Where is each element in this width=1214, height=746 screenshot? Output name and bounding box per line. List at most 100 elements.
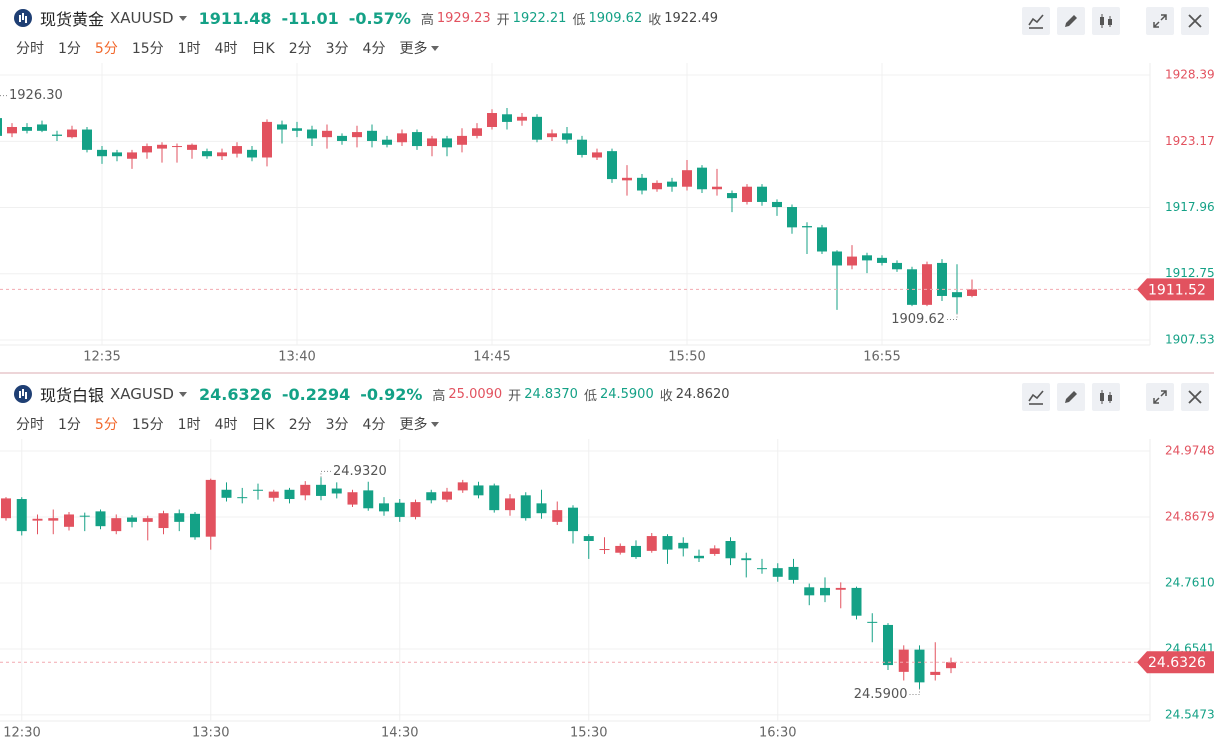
candle-body [382, 139, 392, 145]
high-value: 25.0090 [448, 386, 503, 402]
high-label: 高 [420, 12, 434, 28]
candle-body [232, 146, 242, 154]
toolbar-icon [1100, 390, 1112, 404]
y-tick-label: 24.5473 [1165, 707, 1214, 721]
candle-body [536, 503, 547, 514]
candle-body [347, 492, 358, 505]
candle-body [331, 488, 342, 494]
candle-body [517, 116, 527, 121]
y-tick-label: 1928.39 [1165, 68, 1214, 82]
candle-body [562, 133, 572, 140]
x-tick-label: 12:35 [83, 350, 120, 365]
candle-body [217, 152, 227, 157]
symbol-dropdown[interactable] [178, 15, 187, 21]
timeframe-option[interactable]: 4分 [362, 417, 386, 433]
toolbar-button[interactable] [1022, 7, 1050, 35]
candle-body [157, 144, 167, 149]
timeframe-option[interactable]: 3分 [325, 41, 349, 57]
quote-header: 现货白银 XAGUSD 24.6326 -0.2294 -0.92% 高 25.0090 开 2… [14, 382, 736, 406]
candle-body [32, 518, 43, 521]
timeframe-option[interactable]: 4时 [214, 417, 238, 433]
toolbar-icon [1028, 390, 1044, 405]
timeframe-option[interactable]: 4时 [214, 41, 238, 57]
toolbar-button[interactable] [1057, 383, 1085, 411]
timeframe-option[interactable]: 1分 [58, 417, 81, 433]
candle-body [505, 498, 515, 511]
timeframe-option[interactable]: 4分 [362, 41, 386, 57]
candle-body [922, 264, 932, 305]
toolbar-button[interactable] [1146, 7, 1174, 35]
more-dropdown[interactable] [431, 421, 440, 427]
candle-body [788, 566, 799, 580]
x-tick-label: 13:30 [192, 726, 229, 741]
timeframe-option[interactable]: 15分 [131, 41, 164, 57]
toolbar-button[interactable] [1022, 383, 1050, 411]
quote-header: 现货黄金 XAUUSD 1911.48 -11.01 -0.57% 高 1929.23 开 19… [14, 6, 724, 30]
timeframe-option[interactable]: 15分 [131, 417, 164, 433]
candle-body [622, 177, 632, 181]
candle-body [352, 132, 362, 138]
timeframe-option[interactable]: 分时 [16, 41, 44, 57]
close-value: 24.8620 [675, 386, 730, 402]
y-tick-label: 1917.96 [1165, 200, 1214, 214]
timeframe-option[interactable]: 3分 [325, 417, 349, 433]
candle-body [772, 568, 783, 577]
more-dropdown[interactable] [431, 45, 440, 51]
candle-body [322, 130, 332, 138]
quote-change: -11.01 [281, 8, 339, 28]
candle-body [741, 558, 752, 561]
candle-body [472, 128, 482, 136]
candle-body [16, 499, 27, 532]
candle-body [757, 568, 767, 570]
candle-body [22, 126, 32, 131]
candle-body [667, 181, 677, 187]
candle-body [862, 255, 872, 261]
symbol-dropdown[interactable] [178, 391, 187, 397]
candle-body [631, 545, 641, 558]
candle-body [97, 149, 107, 157]
timeframe-option[interactable]: 5分 [94, 41, 118, 57]
quote-change-pct: -0.92% [360, 384, 423, 404]
timeframe-option[interactable]: 2分 [288, 41, 312, 57]
toolbar-button[interactable] [1057, 7, 1085, 35]
y-tick-label: 24.9748 [1165, 444, 1214, 458]
toolbar-button[interactable] [1181, 7, 1209, 35]
timeframe-option[interactable]: 更多 [399, 41, 428, 57]
toolbar-button[interactable] [1146, 383, 1174, 411]
timeframe-option[interactable]: 分时 [16, 417, 44, 433]
timeframe-option[interactable]: 2分 [288, 417, 312, 433]
y-tick-label: 24.7610 [1165, 575, 1214, 589]
candle-body [174, 513, 185, 522]
open-label: 开 [496, 12, 510, 28]
timeframe-option[interactable]: 日K [251, 41, 275, 57]
timeframe-option[interactable]: 1时 [177, 417, 201, 433]
candle-body [532, 116, 542, 140]
candle-body [883, 624, 893, 666]
candle-body [412, 132, 422, 147]
candle-body [277, 124, 287, 130]
timeframe-option[interactable]: 更多 [399, 417, 428, 433]
candle-body [112, 152, 122, 157]
timeframe-option[interactable]: 日K [251, 417, 275, 433]
candle-body [615, 545, 626, 553]
candle-body [427, 138, 437, 147]
timeframe-option[interactable]: 1分 [58, 41, 81, 57]
low-value: 1909.62 [588, 10, 643, 26]
candle-body [473, 485, 484, 496]
candle-body [552, 510, 563, 522]
toolbar-button[interactable] [1092, 383, 1120, 411]
timeframe-option[interactable]: 1时 [177, 41, 201, 57]
candle-body [292, 128, 302, 131]
y-tick-label: 1907.53 [1165, 333, 1214, 347]
candle-body [237, 497, 248, 499]
panel-divider [0, 372, 1214, 374]
timeframe-option[interactable]: 5分 [94, 417, 118, 433]
candle-body [877, 257, 887, 263]
candle-body [394, 502, 405, 517]
candle-body [202, 151, 212, 157]
toolbar-button[interactable] [1181, 383, 1209, 411]
toolbar-icon [1153, 390, 1167, 404]
candle-body [64, 514, 74, 527]
toolbar-button[interactable] [1092, 7, 1120, 35]
open-label: 开 [508, 388, 522, 404]
